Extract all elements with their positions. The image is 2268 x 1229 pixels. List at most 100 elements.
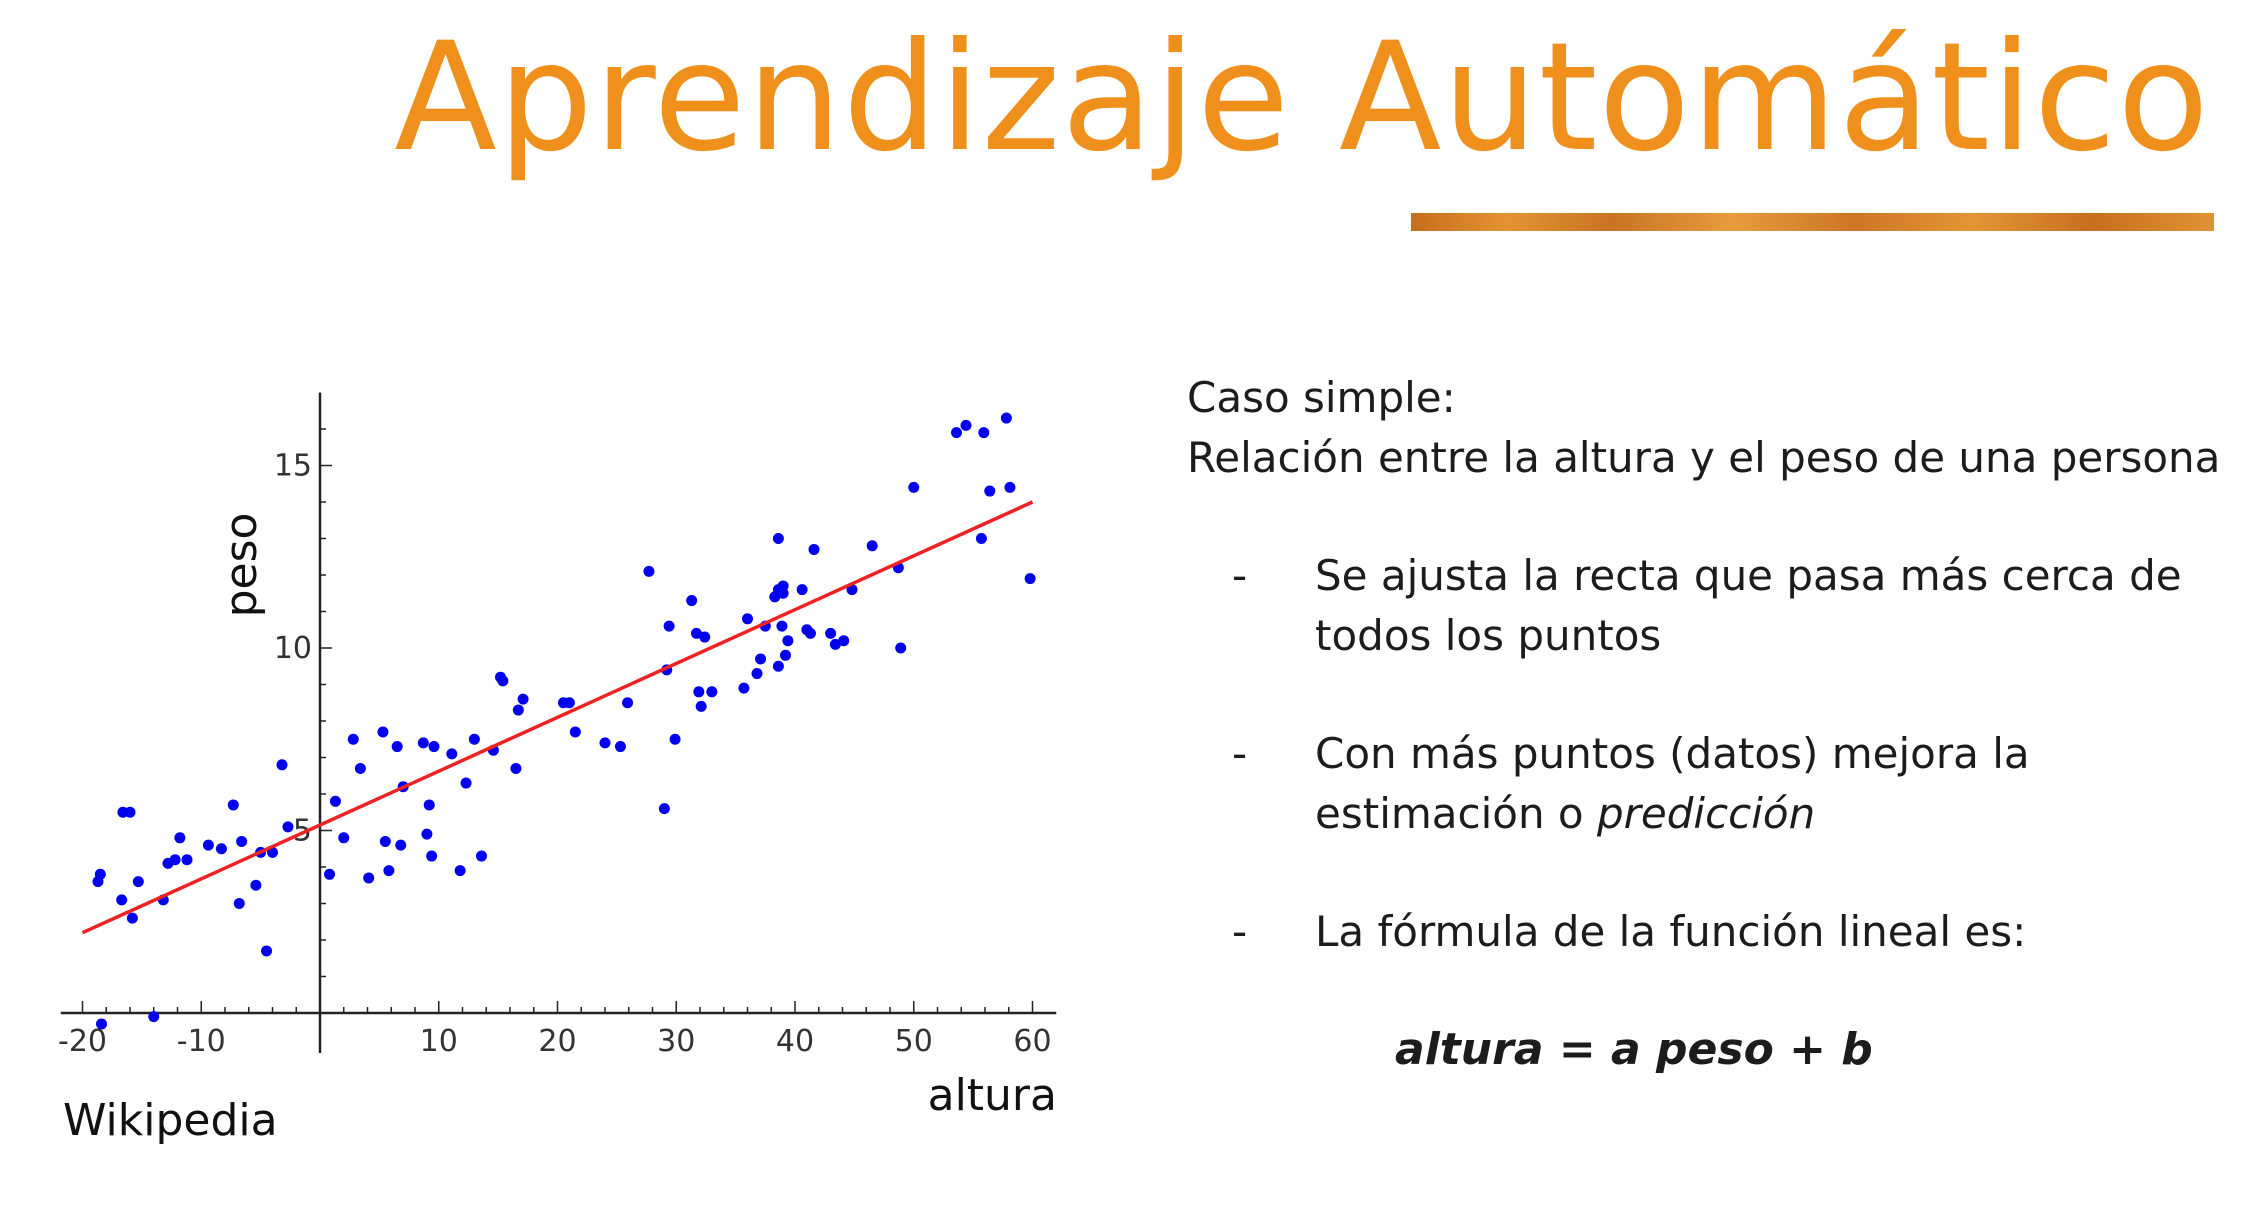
slide-title: Aprendizaje Automático: [394, 11, 2210, 185]
data-point: [468, 733, 480, 745]
data-point: [829, 638, 841, 650]
data-point: [96, 1018, 107, 1030]
data-point: [808, 543, 820, 555]
data-point: [777, 580, 789, 592]
data-point: [984, 485, 996, 497]
data-point: [169, 854, 181, 866]
data-point: [960, 419, 972, 431]
data-point: [377, 726, 389, 738]
data-point: [329, 795, 341, 807]
data-point: [742, 613, 753, 625]
source-credit: Wikipedia: [63, 1095, 278, 1146]
data-point: [227, 799, 239, 811]
bullet-emphasis: predicción: [1596, 789, 1816, 838]
data-point: [686, 595, 698, 607]
data-point: [174, 832, 186, 844]
data-point: [282, 821, 294, 833]
data-point: [663, 620, 675, 632]
data-point: [497, 675, 509, 687]
title-underline-bar: [1411, 213, 2214, 231]
data-point: [755, 653, 767, 665]
data-point: [261, 945, 273, 957]
bullet-text: La fórmula de la función lineal es:: [1315, 907, 2027, 956]
data-point: [428, 741, 440, 753]
data-point: [776, 620, 788, 632]
data-point: [363, 872, 375, 884]
data-point: [658, 803, 670, 815]
data-point: [276, 759, 288, 771]
intro-line-2: Relación entre la altura y el peso de un…: [1187, 433, 2221, 482]
data-point: [132, 876, 144, 888]
data-point: [379, 835, 391, 847]
intro-line-1: Caso simple:: [1187, 373, 1456, 422]
chart-tick-labels: -20 -10 10 20 30 40 50 60 5 10 15: [58, 449, 1052, 1060]
data-point: [622, 697, 634, 709]
regression-line: [81, 500, 1034, 935]
x-tick-label: 10: [420, 1024, 458, 1059]
y-tick-label: 15: [274, 449, 312, 484]
data-point: [975, 533, 987, 544]
y-tick-label: 10: [274, 631, 312, 666]
formula: altura = a peso + b: [1395, 1024, 1873, 1075]
bullet-text: Con más puntos (datos) mejora la estimac…: [1315, 729, 2030, 838]
data-point: [804, 627, 816, 639]
data-point: [1024, 573, 1036, 585]
data-point: [202, 839, 214, 851]
data-point: [126, 912, 138, 924]
data-point: [517, 693, 529, 705]
x-tick-label: -20: [58, 1024, 107, 1059]
scatter-chart: -20 -10 10 20 30 40 50 60 5 10 15 altura peso: [58, 392, 1057, 1121]
data-point: [324, 868, 335, 880]
x-tick-label: 60: [1013, 1024, 1051, 1059]
data-point: [94, 868, 106, 880]
data-point: [772, 533, 784, 544]
x-axis-label: altura: [928, 1070, 1057, 1121]
bullet-item-2: - Con más puntos (datos) mejora la estim…: [1187, 724, 2227, 844]
data-point: [706, 686, 718, 698]
data-point: [563, 697, 575, 709]
data-point: [148, 1011, 160, 1023]
x-tick-label: 40: [776, 1024, 814, 1059]
data-point: [751, 668, 763, 680]
data-point: [978, 427, 990, 439]
data-point: [669, 733, 681, 745]
x-tick-label: -10: [177, 1024, 226, 1059]
data-point: [426, 850, 438, 862]
data-point: [866, 540, 878, 552]
chart-fit-line: [81, 500, 1034, 935]
bullet-item-3: - La fórmula de la función lineal es:: [1187, 902, 2227, 962]
data-point: [460, 777, 472, 789]
data-point: [454, 865, 466, 877]
x-tick-label: 50: [895, 1024, 933, 1059]
data-point: [391, 741, 403, 753]
data-point: [236, 835, 248, 847]
bullet-dash: -: [1232, 907, 1248, 956]
data-point: [233, 898, 245, 909]
data-point: [772, 660, 784, 672]
chart-axes: [60, 392, 1057, 1053]
x-tick-label: 30: [657, 1024, 695, 1059]
chart-points: [92, 412, 1036, 1030]
x-tick-label: 20: [538, 1024, 576, 1059]
data-point: [116, 894, 128, 906]
data-point: [250, 879, 262, 891]
bullet-dash: -: [1232, 551, 1248, 600]
bullet-dash: -: [1232, 729, 1248, 778]
bullet-text: Se ajusta la recta que pasa más cerca de…: [1315, 551, 2182, 660]
text-panel: Caso simple: Relación entre la altura y …: [1187, 368, 2227, 1080]
bullet-item-1: - Se ajusta la recta que pasa más cerca …: [1187, 546, 2227, 666]
data-point: [780, 649, 791, 661]
data-point: [699, 631, 711, 643]
data-point: [423, 799, 435, 811]
data-point: [1004, 481, 1016, 493]
data-point: [215, 843, 227, 855]
data-point: [569, 726, 581, 738]
data-point: [338, 832, 350, 844]
y-axis-label: peso: [216, 513, 267, 618]
data-point: [354, 762, 366, 774]
data-point: [951, 427, 962, 439]
data-point: [695, 700, 707, 712]
data-point: [347, 733, 359, 745]
data-point: [510, 762, 522, 774]
data-point: [476, 850, 487, 862]
